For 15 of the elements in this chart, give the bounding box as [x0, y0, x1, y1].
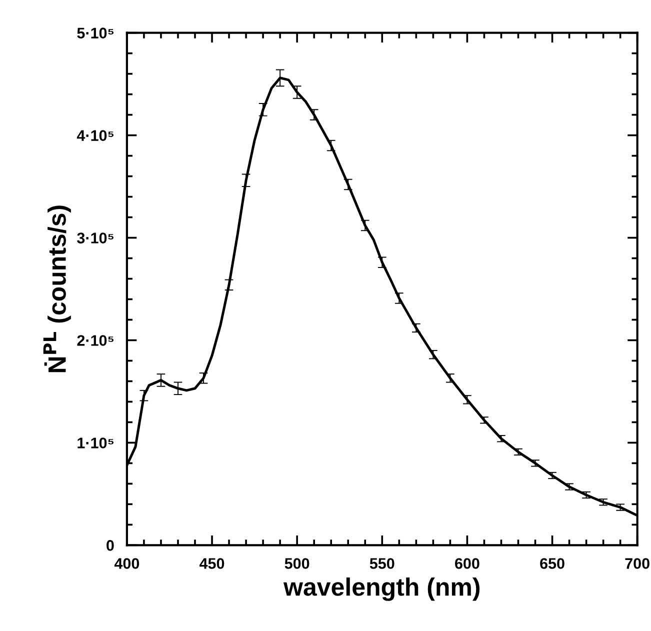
x-tick-label: 700 [625, 558, 650, 569]
y-tick-label: 3·10⁵ [77, 232, 114, 244]
x-tick-label: 500 [284, 558, 310, 569]
y-axis-title: Ṅ$^{PL}$ (counts/s) [43, 206, 71, 372]
y-tick-label: 0 [106, 540, 114, 551]
x-tick-label: 650 [540, 558, 564, 569]
y-tick-label: 5·10⁵ [77, 28, 114, 38]
x-tick-label: 450 [199, 558, 224, 569]
x-tick-label: 600 [455, 558, 480, 569]
x-tick-label: 550 [370, 558, 394, 569]
y-tick-label: 1·10⁵ [78, 438, 114, 448]
x-axis-title: wavelength (nm) [283, 577, 480, 601]
y-tick-label: 2·10⁵ [77, 335, 114, 346]
y-tick-label: 4·10⁵ [76, 130, 114, 141]
x-tick-label: 400 [114, 558, 140, 569]
